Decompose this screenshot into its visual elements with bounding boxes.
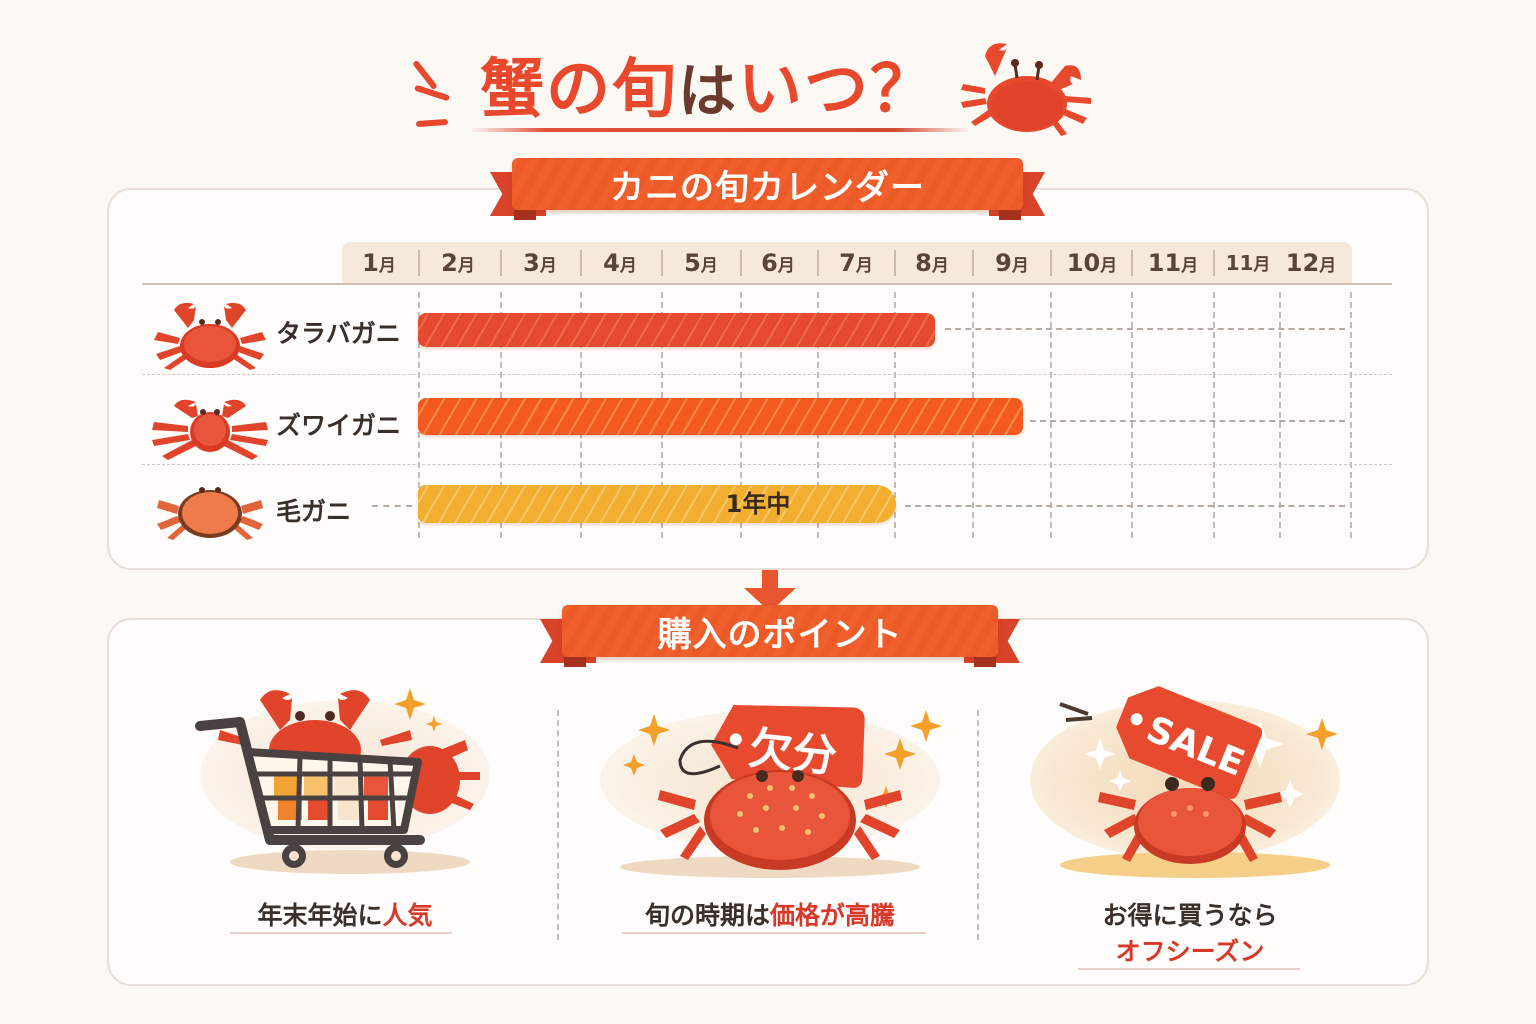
hairy-crab-icon xyxy=(157,487,263,540)
month-label: 12月 xyxy=(1285,249,1337,277)
down-arrow-icon xyxy=(744,570,796,612)
month-label: 2月 xyxy=(441,249,475,277)
title-part-3: いつ？ xyxy=(738,53,937,127)
grid-line xyxy=(1279,292,1281,538)
grid-line xyxy=(1131,292,1133,538)
point-caption-3-line-2: オフシーズン xyxy=(1115,937,1265,966)
title-part-1: 蟹の旬 xyxy=(480,53,678,127)
row-label-kegani: 毛ガニ xyxy=(276,497,352,526)
bar-tarabagani xyxy=(418,313,935,347)
grid-line xyxy=(1213,292,1215,538)
month-label: 11月 xyxy=(1147,249,1199,277)
point-caption-1: 年末年始に人気 xyxy=(257,901,433,930)
point-caption-3-line-1: お得に買うなら xyxy=(1102,901,1278,930)
snow-crab-icon xyxy=(152,399,268,460)
page-title: 蟹の旬はいつ？ xyxy=(410,40,970,140)
row-label-zuwaigani: ズワイガニ xyxy=(276,411,402,440)
month-label: 5月 xyxy=(684,249,718,277)
month-header-divider xyxy=(142,283,1392,285)
month-header xyxy=(342,242,1352,284)
king-crab-icon xyxy=(154,302,266,370)
month-label: 10月 xyxy=(1066,249,1118,277)
row-label-tarabagani: タラバガニ xyxy=(276,319,401,348)
calendar-ribbon: カニの旬カレンダー xyxy=(490,158,1045,220)
emphasis-mark-icon xyxy=(415,118,449,128)
bar-label-year-round: 1年中 xyxy=(725,490,791,518)
month-label: 6月 xyxy=(761,249,795,277)
crab-icon xyxy=(961,43,1091,136)
calendar-ribbon-label: カニの旬カレンダー xyxy=(512,158,1023,210)
month-label: 3月 xyxy=(523,249,557,277)
row-divider xyxy=(142,374,1392,375)
crab-with-price-tag-icon: 欠分 xyxy=(623,704,942,870)
bar-zuwaigani xyxy=(418,398,1023,435)
month-label: 11月 xyxy=(1225,251,1271,275)
crab-with-sale-tag-icon: SALE xyxy=(1059,686,1338,864)
month-label: 1月 xyxy=(362,249,396,277)
point-divider xyxy=(977,710,979,940)
month-label: 4月 xyxy=(603,249,637,277)
shopping-cart-with-crabs-icon xyxy=(195,688,480,868)
point-caption-2: 旬の時期は価格が高騰 xyxy=(644,901,896,930)
month-label: 8月 xyxy=(915,249,949,277)
points-ribbon-label: 購入のポイント xyxy=(562,605,998,657)
points-ribbon: 購入のポイント xyxy=(540,605,1020,667)
month-label: 7月 xyxy=(839,249,873,277)
grid-line xyxy=(1350,292,1352,538)
grid-line xyxy=(1050,292,1052,538)
row-divider xyxy=(142,464,1392,465)
point-divider xyxy=(557,710,559,940)
bar-kegani: 1年中 xyxy=(418,485,896,523)
month-label: 9月 xyxy=(995,249,1029,277)
title-part-2: は xyxy=(678,57,739,125)
title-underline xyxy=(470,128,970,132)
